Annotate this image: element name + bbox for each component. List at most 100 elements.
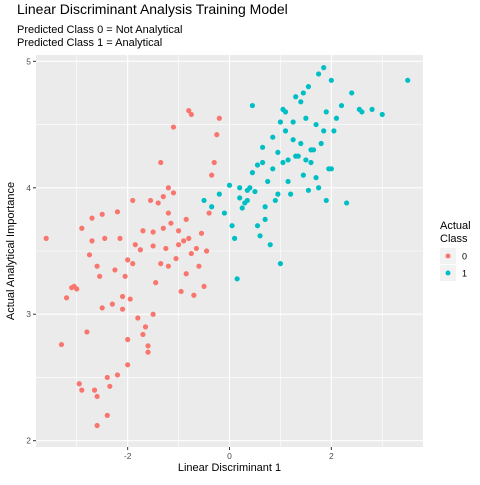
legend-title-line-2: Class: [440, 233, 468, 245]
point-class-0: [186, 235, 192, 241]
chart-title: Linear Discriminant Analysis Training Mo…: [17, 1, 288, 17]
x-axis-label: Linear Discriminant 1: [178, 462, 281, 474]
point-class-1: [260, 159, 266, 166]
point-class-1: [237, 185, 243, 191]
point-class-0: [170, 124, 177, 130]
point-class-1: [298, 99, 304, 105]
point-class-1: [321, 128, 327, 134]
point-class-0: [145, 349, 151, 355]
point-class-0: [119, 293, 126, 300]
point-class-0: [99, 211, 105, 217]
point-class-1: [344, 200, 350, 206]
point-class-1: [321, 65, 327, 71]
point-class-1: [272, 197, 278, 204]
point-class-0: [104, 412, 110, 418]
point-class-0: [79, 387, 85, 393]
point-class-0: [89, 215, 95, 221]
point-class-0: [175, 228, 182, 234]
point-class-1: [338, 102, 345, 109]
point-class-0: [183, 271, 189, 277]
point-class-1: [293, 94, 299, 100]
point-class-1: [405, 77, 411, 83]
point-class-1: [316, 71, 322, 77]
point-class-0: [183, 216, 189, 222]
point-class-1: [285, 178, 291, 185]
point-class-0: [125, 362, 131, 368]
point-class-0: [196, 263, 202, 269]
point-class-0: [109, 301, 115, 307]
point-class-0: [74, 286, 80, 292]
point-class-0: [76, 381, 82, 387]
y-axis-label: Actual Analytical Importance: [5, 182, 17, 320]
point-class-0: [140, 331, 146, 338]
point-class-1: [349, 90, 355, 96]
point-class-0: [63, 295, 70, 301]
point-class-0: [153, 280, 159, 286]
point-class-1: [333, 115, 340, 121]
point-class-0: [104, 374, 110, 381]
point-class-0: [127, 296, 133, 302]
point-class-1: [300, 90, 306, 96]
point-class-0: [86, 252, 93, 258]
legend-key-marker-0: [445, 253, 451, 259]
point-class-0: [165, 210, 171, 216]
point-class-0: [165, 263, 171, 269]
point-class-1: [323, 109, 329, 115]
point-class-1: [323, 197, 329, 204]
legend-label-1: 1: [462, 269, 467, 279]
point-class-0: [117, 235, 123, 241]
point-class-0: [107, 383, 113, 389]
point-class-1: [229, 223, 235, 229]
point-class-1: [290, 119, 296, 125]
legend-label-0: 0: [462, 252, 467, 262]
point-class-0: [150, 229, 156, 235]
point-class-1: [216, 191, 222, 197]
point-class-0: [214, 132, 220, 138]
point-class-0: [89, 238, 95, 244]
point-class-0: [91, 387, 98, 393]
point-class-1: [282, 128, 289, 134]
legend: Actual Class 0 1: [440, 220, 471, 281]
point-class-1: [270, 134, 276, 140]
point-class-0: [84, 329, 90, 335]
point-class-0: [114, 209, 121, 215]
x-axis: -2 0 2: [124, 447, 334, 461]
point-class-1: [303, 115, 309, 121]
point-class-0: [145, 343, 151, 349]
point-class-0: [125, 336, 131, 343]
point-class-0: [209, 172, 215, 178]
point-class-1: [293, 153, 299, 159]
point-class-0: [122, 273, 128, 279]
point-class-1: [282, 109, 289, 115]
point-class-0: [163, 245, 169, 252]
point-class-0: [160, 225, 166, 231]
point-class-0: [97, 273, 103, 279]
x-tick-label: 2: [329, 451, 334, 461]
point-class-1: [303, 157, 309, 163]
chart-subtitle-line-1: Predicted Class 0 = Not Analytical: [17, 24, 182, 36]
point-class-0: [94, 422, 100, 429]
point-class-1: [249, 102, 256, 109]
legend-title-line-1: Actual: [440, 220, 471, 232]
point-class-1: [252, 188, 258, 195]
point-class-1: [262, 204, 268, 210]
point-class-1: [254, 162, 261, 168]
point-class-1: [285, 157, 291, 163]
point-class-0: [165, 185, 171, 191]
point-class-0: [58, 341, 65, 348]
point-class-1: [290, 137, 296, 143]
point-class-0: [175, 242, 182, 248]
y-tick-label: 5: [26, 56, 31, 66]
point-class-0: [206, 210, 212, 216]
point-class-1: [280, 159, 286, 166]
point-class-0: [198, 230, 205, 236]
point-class-1: [277, 119, 284, 125]
point-class-1: [244, 197, 250, 204]
point-class-1: [260, 144, 266, 150]
point-class-1: [316, 185, 322, 191]
point-class-0: [147, 197, 154, 204]
x-tick-label: 0: [227, 451, 232, 461]
point-class-0: [94, 263, 100, 269]
